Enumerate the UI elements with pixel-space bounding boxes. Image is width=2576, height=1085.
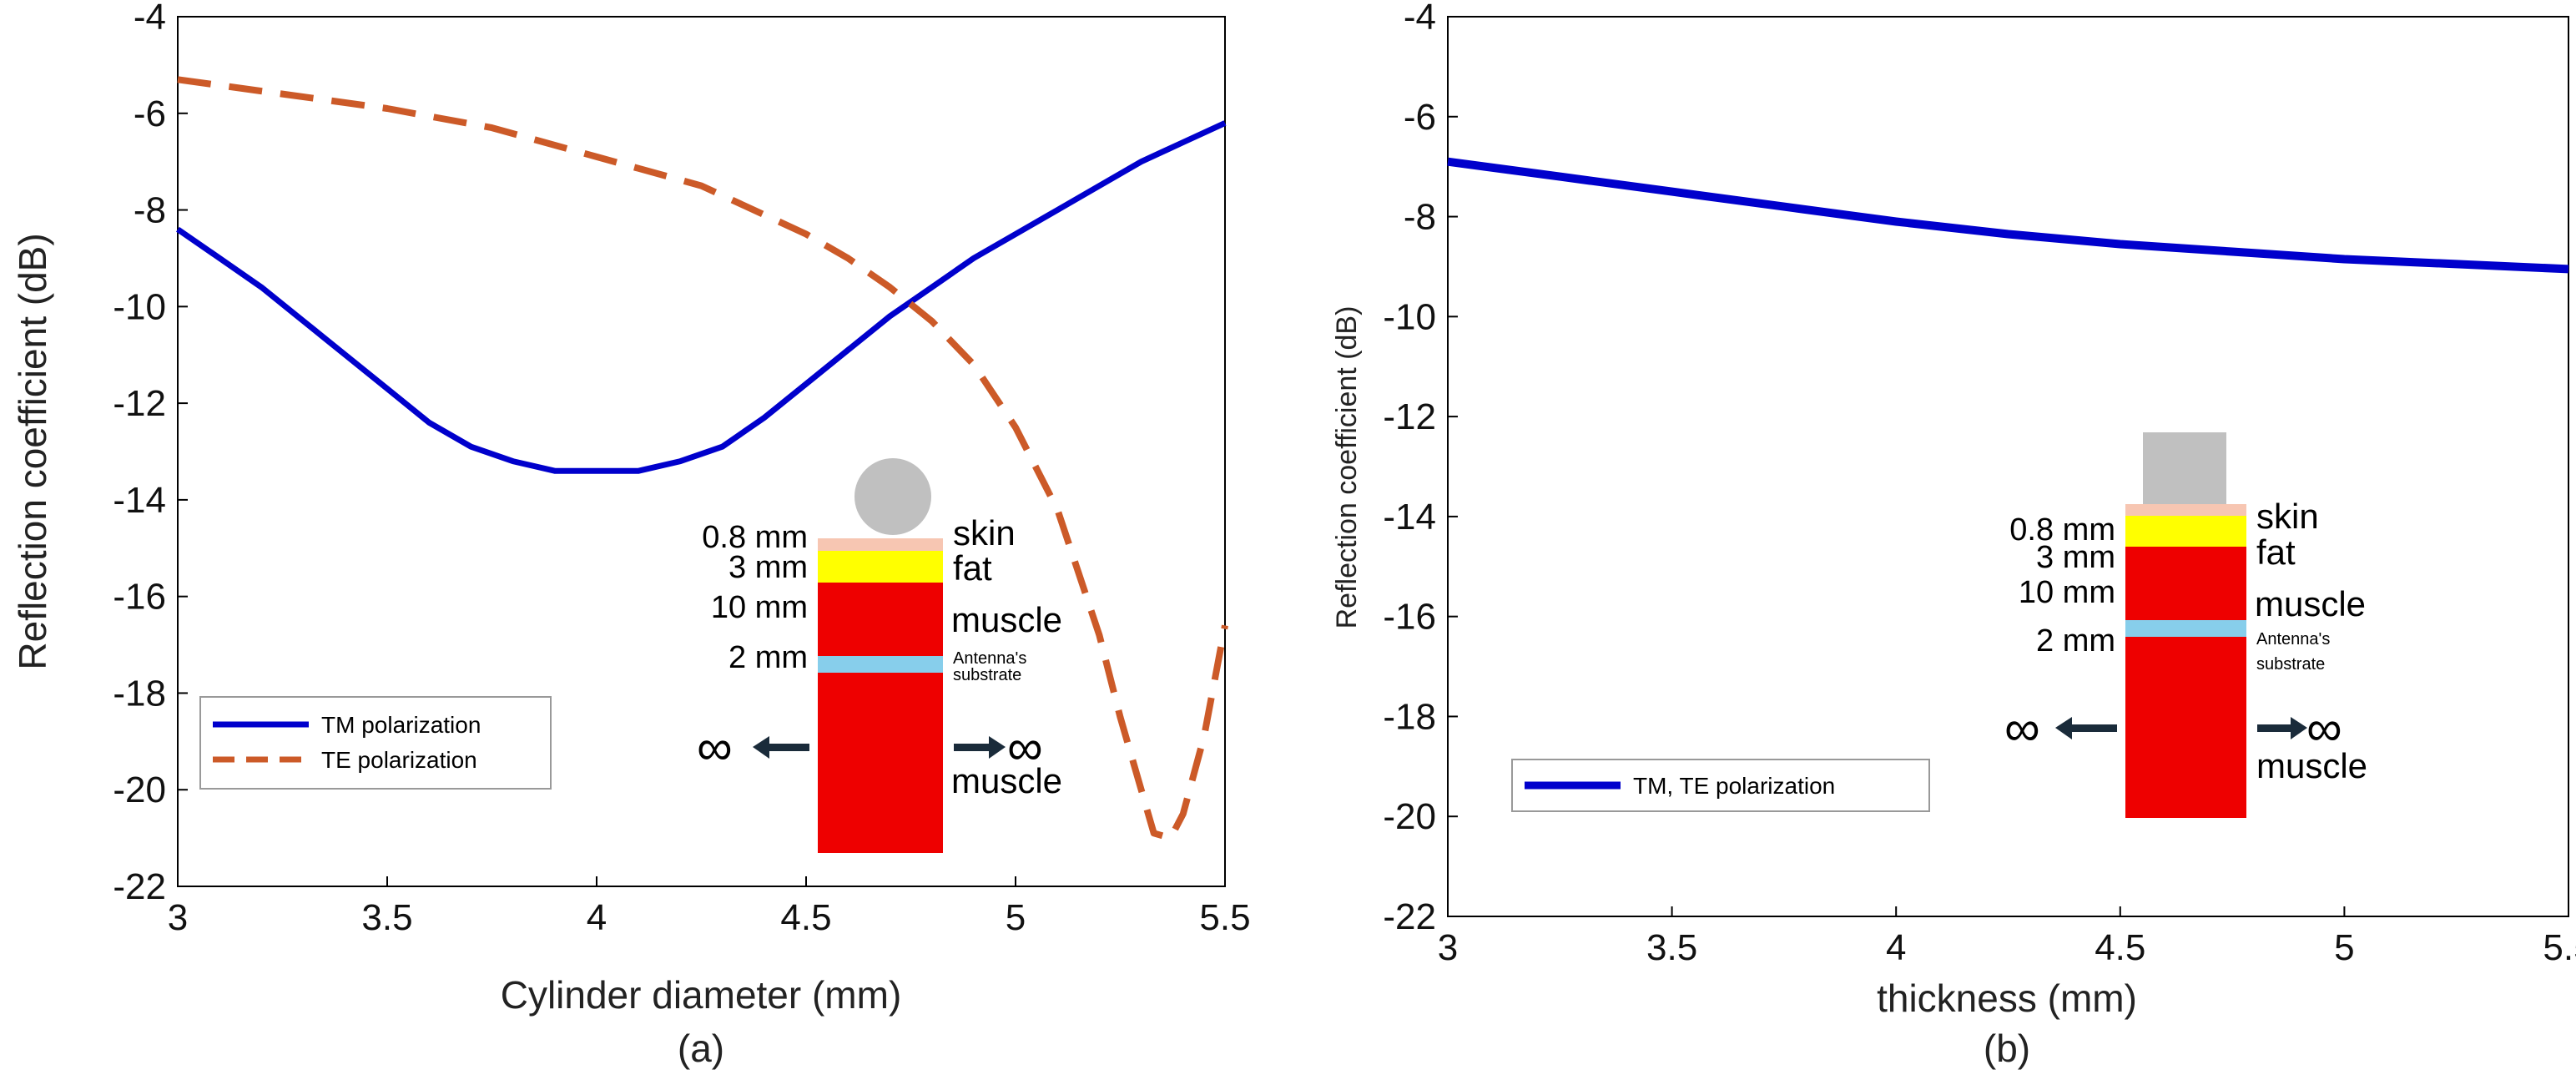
panel-b-legend-label: TM, TE polarization bbox=[1633, 773, 1835, 799]
fat-label: fat bbox=[2256, 532, 2296, 572]
muscle-bottom-label: muscle bbox=[951, 761, 1062, 800]
series-line-tm bbox=[176, 120, 1227, 474]
x-tick-label: 5.5 bbox=[2543, 927, 2576, 968]
x-tick-label: 3 bbox=[168, 897, 188, 938]
panel-a-legend-label-te: TE polarization bbox=[321, 747, 477, 773]
panel-b-legend: TM, TE polarization bbox=[1511, 759, 1930, 812]
substrate-thickness-label: 2 mm bbox=[2036, 623, 2115, 659]
y-tick-label: -18 bbox=[1383, 696, 1436, 737]
panel-a-y-axis-label: Reflection coefficient (dB) bbox=[11, 233, 54, 669]
y-tick-label: -8 bbox=[1404, 197, 1436, 238]
x-tick-label: 4 bbox=[587, 897, 607, 938]
y-tick-label: -12 bbox=[1383, 396, 1436, 437]
y-tick-label: -22 bbox=[1383, 896, 1436, 937]
left-arrow-icon bbox=[753, 736, 809, 759]
right-arrow-icon bbox=[2257, 717, 2307, 739]
muscle-thickness-label: 10 mm bbox=[711, 590, 808, 625]
x-tick-label: 3 bbox=[1438, 927, 1458, 968]
panel-a-x-axis-label: Cylinder diameter (mm) bbox=[501, 973, 902, 1017]
y-tick-label: -6 bbox=[1404, 97, 1436, 138]
left-arrow-icon bbox=[2055, 717, 2117, 739]
panel-a-ticks: 3 3.5 4 4.5 5 5.5 -4 -6 -8 -10 -12 -14 -16 -18 -20 -22 bbox=[113, 0, 1250, 938]
skin-thickness-label: 0.8 mm bbox=[2009, 512, 2115, 548]
fat-layer bbox=[818, 551, 943, 583]
x-tick-label: 5.5 bbox=[1199, 897, 1250, 938]
y-tick-label: -12 bbox=[113, 383, 166, 424]
right-infinity-symbol: ∞ bbox=[1007, 719, 1043, 775]
y-tick-label: -10 bbox=[1383, 296, 1436, 337]
panel-b-series bbox=[1447, 157, 2569, 274]
panel-a-series bbox=[176, 76, 1228, 842]
muscle-label: muscle bbox=[2255, 584, 2366, 623]
skin-layer bbox=[2125, 504, 2246, 516]
x-tick-label: 3.5 bbox=[361, 897, 412, 938]
muscle-layer bbox=[818, 583, 943, 656]
substrate-label: Antenna's substrate bbox=[953, 649, 1026, 684]
panel-a-tissue-inset: 0.8 mm 3 mm 10 mm 2 mm skin fat muscle A… bbox=[697, 458, 1062, 853]
fat-layer bbox=[2125, 516, 2246, 547]
panel-b-y-axis-label: Reflection coefficient (dB) bbox=[1331, 306, 1363, 629]
panel-b-ticks: 3 3.5 4 4.5 5 5.5 -4 -6 -8 -10 -12 -14 -16 -18 -20 -22 bbox=[1383, 0, 2576, 968]
y-tick-label: -18 bbox=[113, 673, 166, 714]
y-tick-label: -4 bbox=[1404, 0, 1436, 38]
fat-thickness-label: 3 mm bbox=[2036, 540, 2115, 575]
x-tick-label: 4 bbox=[1886, 927, 1906, 968]
y-tick-label: -6 bbox=[134, 93, 166, 134]
muscle-bottom-layer bbox=[2125, 637, 2246, 818]
x-tick-label: 3.5 bbox=[1646, 927, 1697, 968]
substrate-layer bbox=[818, 656, 943, 673]
panel-a-caption: (a) bbox=[678, 1027, 724, 1070]
x-tick-label: 4.5 bbox=[2095, 927, 2145, 968]
x-tick-label: 5 bbox=[1006, 897, 1026, 938]
square-shape bbox=[2143, 432, 2226, 504]
panel-b: 33.544.555.5-4-6-8-10-12-14-16-18-20-22 … bbox=[1331, 0, 2576, 1070]
muscle-bottom-label: muscle bbox=[2256, 746, 2367, 785]
right-infinity-symbol: ∞ bbox=[2306, 700, 2342, 756]
y-tick-label: -14 bbox=[113, 480, 166, 521]
skin-label: skin bbox=[953, 513, 1016, 553]
skin-label: skin bbox=[2256, 497, 2319, 536]
fat-label: fat bbox=[953, 548, 992, 588]
skin-layer bbox=[818, 538, 943, 551]
y-tick-label: -20 bbox=[1383, 796, 1436, 837]
skin-thickness-label: 0.8 mm bbox=[702, 520, 808, 555]
panel-b-tissue-inset: 0.8 mm 3 mm 10 mm 2 mm skin fat muscle A… bbox=[2004, 432, 2367, 818]
x-tick-label: 4.5 bbox=[780, 897, 831, 938]
muscle-layer bbox=[2125, 547, 2246, 620]
y-tick-label: -16 bbox=[113, 577, 166, 618]
substrate-layer bbox=[2125, 620, 2246, 637]
panel-a-legend-label-tm: TM polarization bbox=[321, 712, 481, 738]
right-arrow-icon bbox=[954, 736, 1006, 759]
panel-b-caption: (b) bbox=[1984, 1027, 2030, 1070]
y-tick-label: -4 bbox=[134, 0, 166, 38]
panel-a: 3 3.5 4 4.5 5 5.5-4-6-8-10-12-14-16-18-20-22 … bbox=[11, 0, 1251, 1070]
substrate-thickness-label: 2 mm bbox=[728, 640, 808, 675]
muscle-label: muscle bbox=[951, 600, 1062, 639]
panel-b-x-axis-label: thickness (mm) bbox=[1877, 976, 2137, 1020]
y-tick-label: -16 bbox=[1383, 597, 1436, 638]
y-tick-label: -20 bbox=[113, 770, 166, 810]
panel-a-legend-box bbox=[199, 696, 552, 790]
substrate-label: Antenna's substrate bbox=[2256, 630, 2330, 674]
y-tick-label: -22 bbox=[113, 866, 166, 907]
x-tick-label: 5 bbox=[2334, 927, 2354, 968]
muscle-bottom-layer bbox=[818, 673, 943, 853]
y-tick-label: -10 bbox=[113, 286, 166, 327]
left-infinity-symbol: ∞ bbox=[2004, 700, 2040, 756]
panel-a-legend: TM polarization TE polarization bbox=[199, 696, 552, 790]
muscle-thickness-label: 10 mm bbox=[2019, 575, 2115, 610]
left-infinity-symbol: ∞ bbox=[697, 719, 733, 775]
fat-thickness-label: 3 mm bbox=[728, 550, 808, 585]
cylinder-shape bbox=[854, 458, 931, 535]
y-tick-label: -14 bbox=[1383, 497, 1436, 537]
y-tick-label: -8 bbox=[134, 190, 166, 231]
series-line-tm bbox=[1447, 157, 2569, 274]
